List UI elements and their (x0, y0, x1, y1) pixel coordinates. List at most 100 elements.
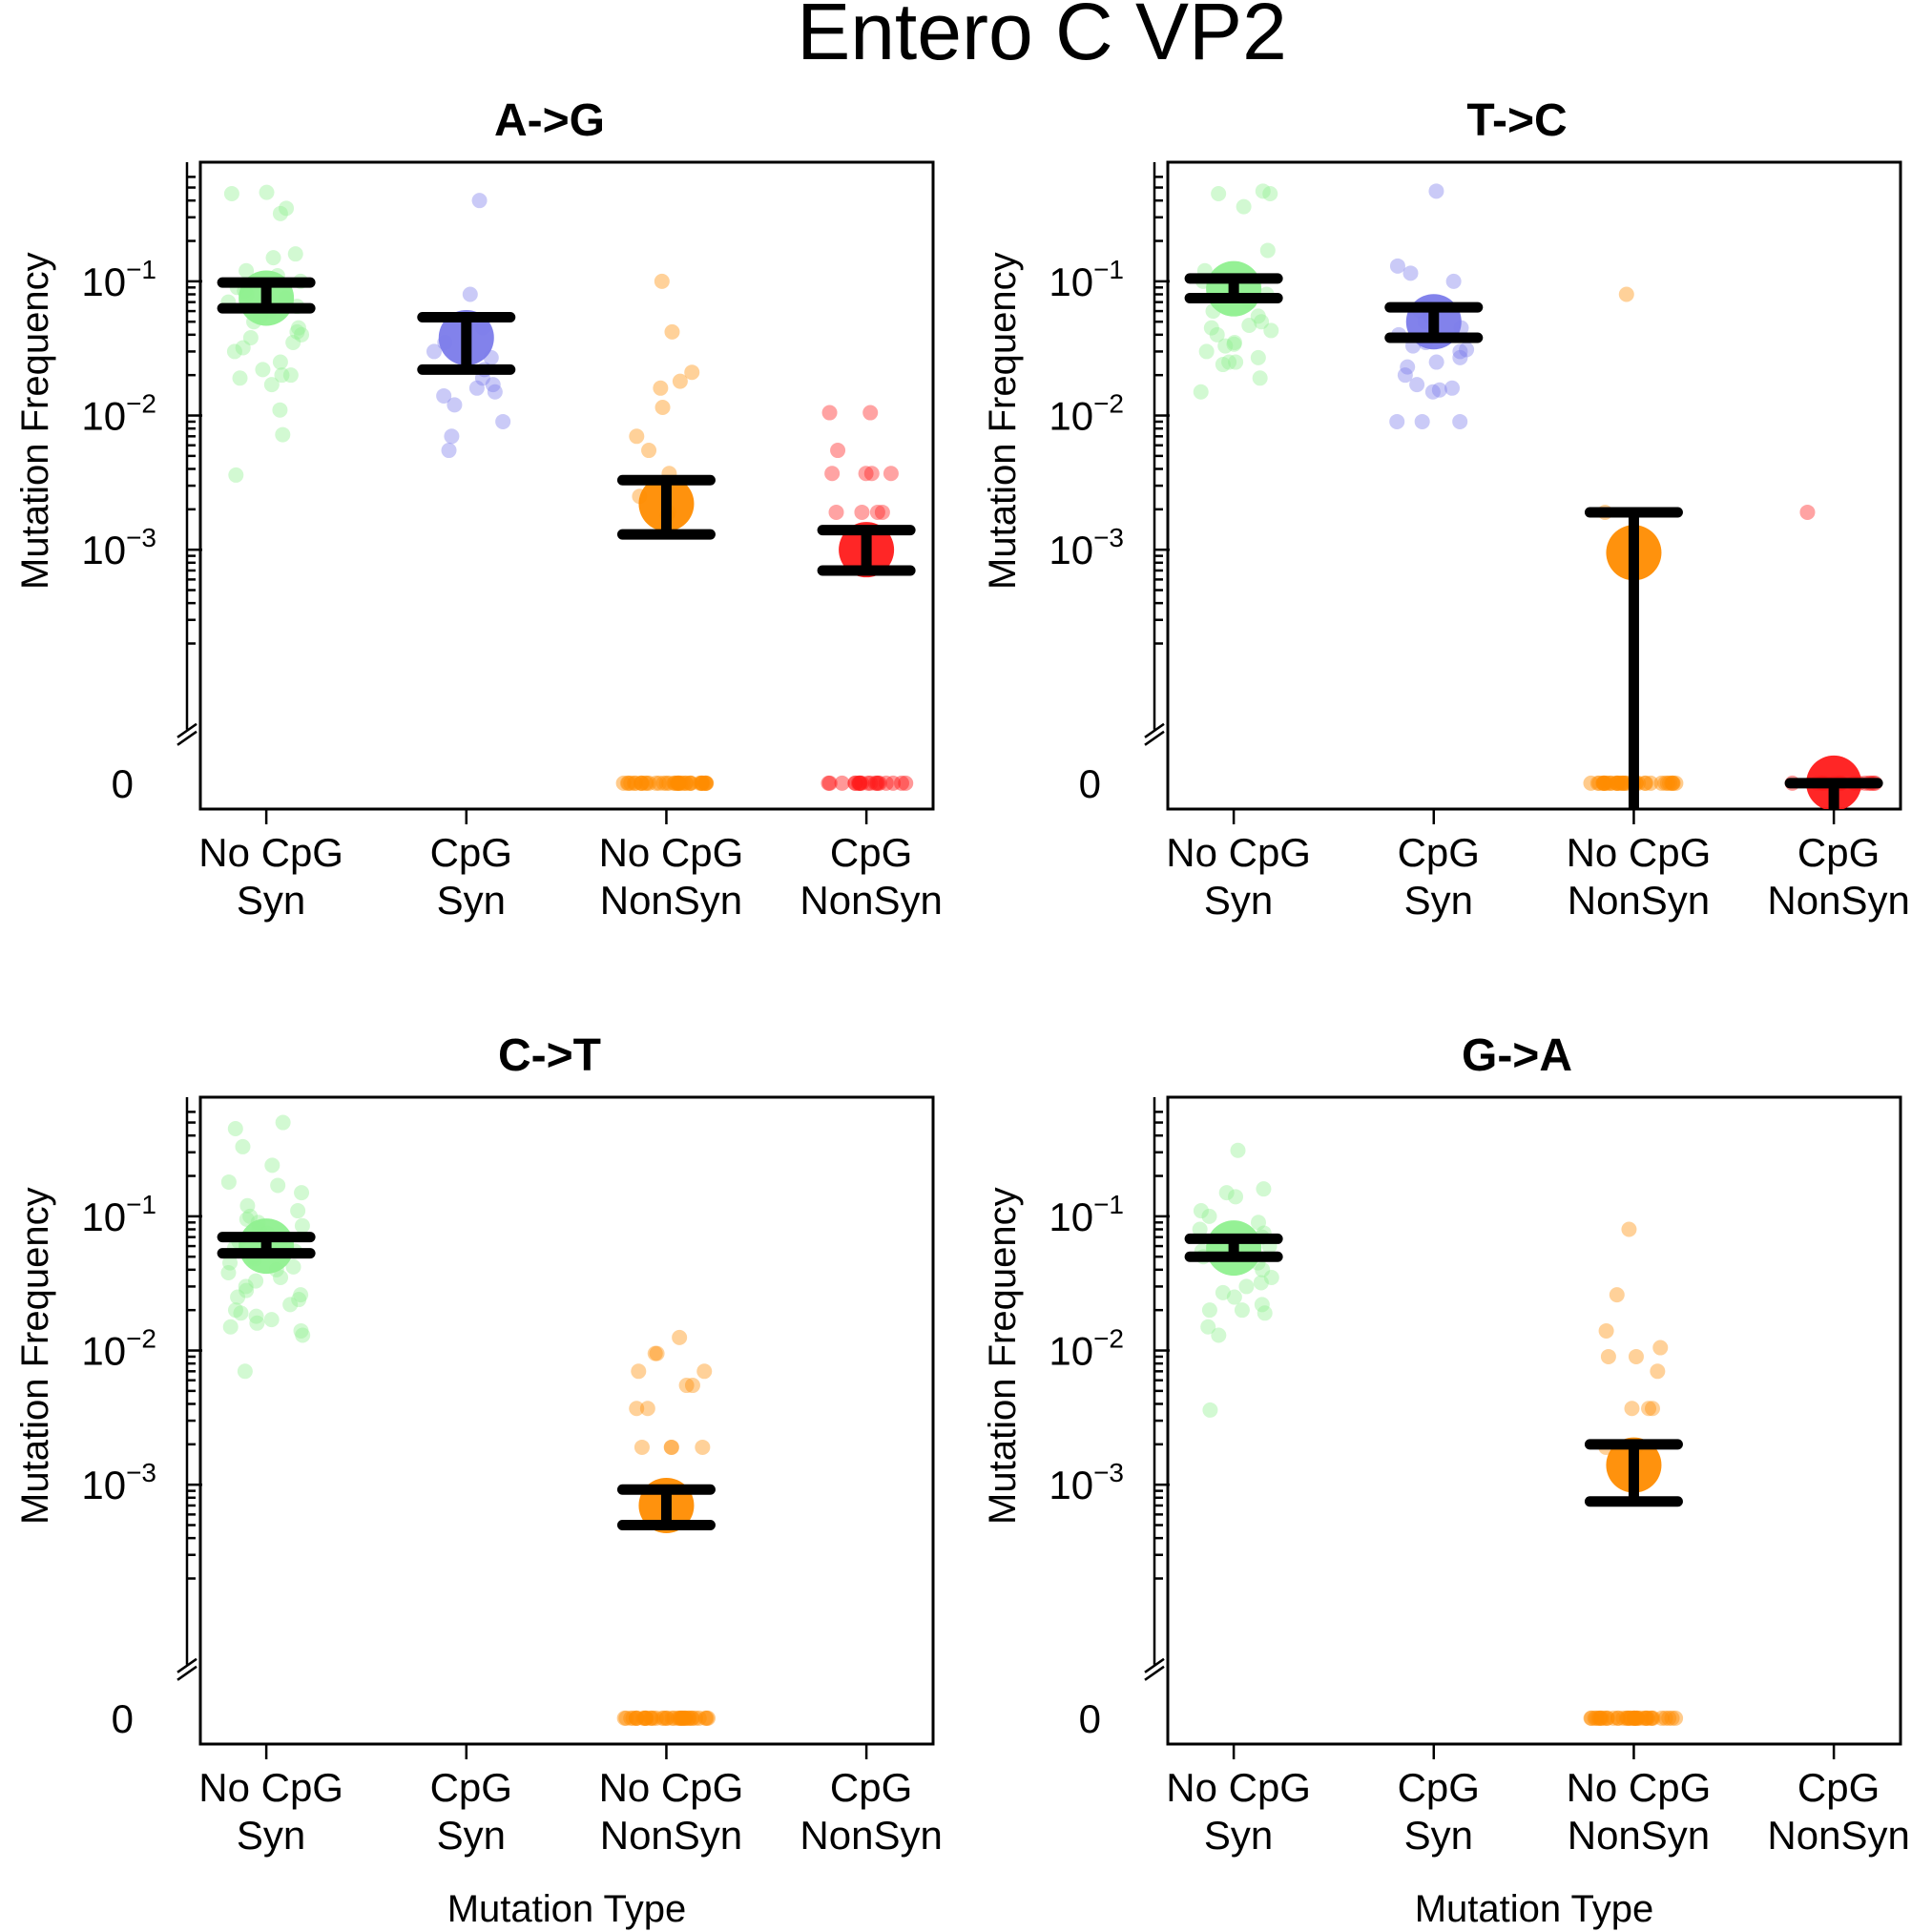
zero-point (692, 775, 708, 791)
zero-point (676, 1710, 693, 1726)
y-tick-label: 10−3 (1049, 1458, 1124, 1507)
zero-point (1636, 1710, 1652, 1726)
data-point (242, 1208, 259, 1224)
data-point (664, 323, 680, 340)
y-axis-label: Mutation Frequency (982, 252, 1024, 590)
data-point (1444, 380, 1461, 396)
data-point (220, 1174, 237, 1190)
data-point (1600, 1348, 1616, 1364)
zero-point (1608, 775, 1624, 791)
data-point (629, 428, 645, 445)
data-point (1221, 354, 1237, 370)
y-axis-label: Mutation Frequency (982, 1187, 1024, 1525)
x-tick-label: Syn (1204, 878, 1273, 923)
data-point (248, 1308, 264, 1324)
data-point (1202, 1402, 1218, 1418)
zero-point (1653, 1710, 1670, 1726)
zero-point (677, 1710, 694, 1726)
zero-point (1595, 775, 1611, 791)
data-point (1253, 1275, 1269, 1291)
data-point (259, 184, 275, 200)
zero-point (1639, 1710, 1655, 1726)
zero-point (1591, 775, 1608, 791)
zero-point (1630, 1710, 1646, 1726)
data-point (274, 367, 290, 384)
data-point (233, 1305, 249, 1321)
zero-point (616, 1710, 633, 1726)
data-point (830, 443, 846, 459)
zero-point (1610, 1710, 1626, 1726)
zero-point (850, 775, 866, 791)
zero-point (867, 775, 883, 791)
zero-point (670, 1710, 686, 1726)
x-tick-label: Syn (437, 1813, 506, 1858)
zero-point (666, 775, 682, 791)
data-point (285, 1258, 301, 1275)
zero-point (1626, 1710, 1642, 1726)
data-point (1234, 1302, 1250, 1319)
zero-point (1592, 1710, 1609, 1726)
zero-point (618, 1710, 634, 1726)
zero-point (1638, 1710, 1654, 1726)
zero-point (1668, 775, 1684, 791)
data-point (1259, 242, 1276, 259)
x-axis-label: Mutation Type (1415, 1888, 1654, 1930)
zero-point (878, 775, 894, 791)
data-point (263, 1312, 280, 1328)
zero-point (1629, 1710, 1645, 1726)
panel-title: G->A (1462, 1030, 1572, 1081)
plot-frame (1166, 160, 1902, 811)
zero-point (893, 775, 909, 791)
zero-point (821, 775, 838, 791)
zero-point (698, 775, 715, 791)
data-point (1459, 342, 1475, 358)
y-axis: 0 10−3 10−2 10−1 (1049, 1097, 1170, 1741)
data-point (1228, 1189, 1244, 1205)
zero-point (656, 1710, 673, 1726)
zero-point (1589, 775, 1606, 791)
data-point (1397, 367, 1413, 384)
data-point (821, 405, 838, 421)
zero-point (675, 775, 691, 791)
data-point (641, 443, 657, 459)
data-point (1250, 308, 1266, 324)
zero-point (637, 775, 654, 791)
data-point (1431, 382, 1447, 398)
zero-point (629, 1710, 645, 1726)
zero-point (1627, 1710, 1643, 1726)
zero-point (1618, 1710, 1634, 1726)
data-point (1609, 1287, 1625, 1303)
data-point (1254, 314, 1270, 330)
data-point (854, 504, 870, 520)
data-point (285, 334, 301, 350)
zero-point (637, 1710, 654, 1726)
data-point (649, 1345, 665, 1361)
data-point (663, 1439, 679, 1455)
zero-point (680, 1710, 696, 1726)
zero-point (694, 775, 710, 791)
data-point (272, 354, 288, 370)
data-point (238, 1278, 254, 1295)
zero-point (638, 775, 654, 791)
zero-point (636, 1710, 653, 1726)
x-tick-label: CpG (1797, 830, 1880, 875)
data-point (1621, 1221, 1637, 1237)
zero-point (695, 775, 711, 791)
data-point (631, 1363, 647, 1380)
y-tick-label: 10−2 (81, 1324, 156, 1374)
y-tick-label: 10−3 (81, 1458, 156, 1507)
data-point (287, 246, 303, 262)
zero-point (1603, 775, 1619, 791)
zero-point (677, 775, 694, 791)
data-point (436, 387, 452, 404)
zero-point (1584, 1710, 1600, 1726)
zero-point (1599, 1710, 1615, 1726)
data-point (255, 362, 271, 378)
panel-3: C->T 0 10−3 10−2 10−1 Mutation Frequency No Cp… (14, 1030, 943, 1930)
zero-point (1668, 1710, 1684, 1726)
zero-point (683, 775, 699, 791)
zero-point (1593, 1710, 1610, 1726)
zero-point (1657, 1710, 1673, 1726)
data-point (647, 1345, 663, 1361)
